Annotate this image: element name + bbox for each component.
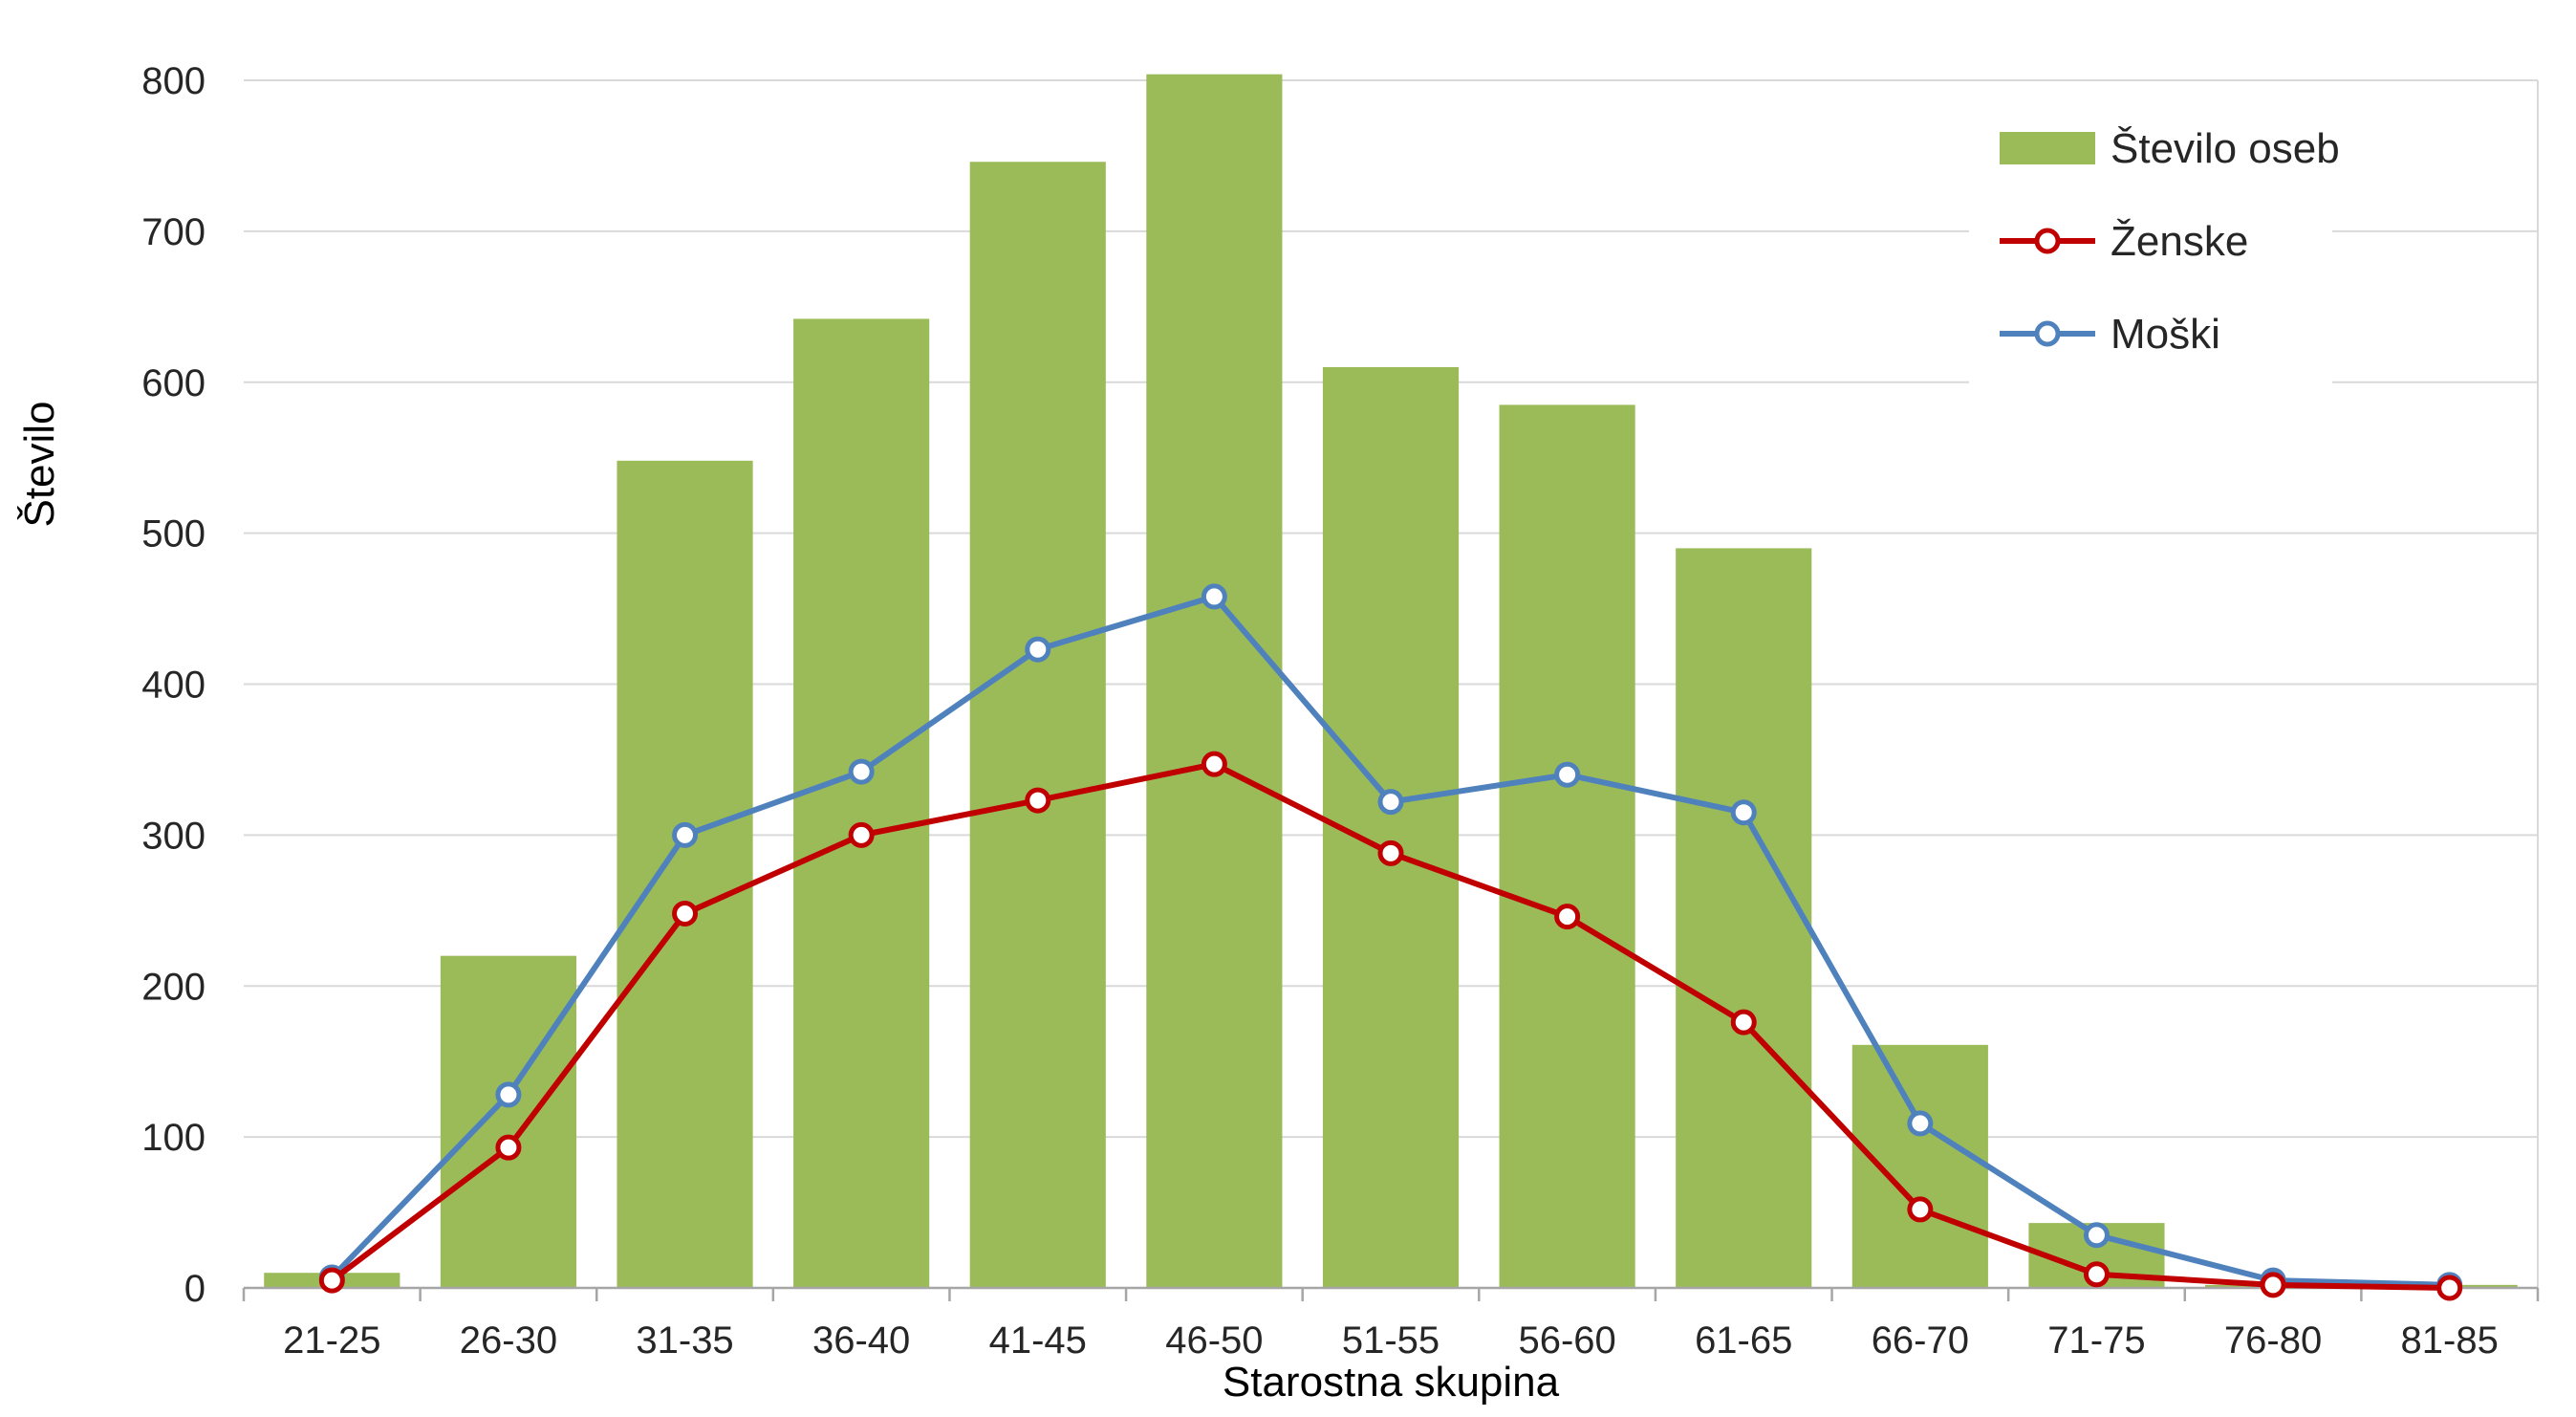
data-point: [495, 1134, 522, 1161]
bar: [793, 318, 930, 1288]
x-axis-title: Starostna skupina: [1223, 1359, 1560, 1406]
legend-label: Število oseb: [2111, 124, 2340, 172]
x-tick-labels: 21-25 26-30 31-35 36-40 41-45 46-50 51-55 56-60…: [283, 1319, 2499, 1362]
x-tick-label: 31-35: [636, 1319, 733, 1362]
x-tick-label: 46-50: [1165, 1319, 1263, 1362]
data-point: [2083, 1261, 2110, 1288]
y-tick-label: 400: [141, 665, 206, 707]
x-tick-label: 41-45: [989, 1319, 1087, 1362]
data-point: [2436, 1275, 2463, 1301]
legend: Število oseb Ženske Moški: [1969, 100, 2340, 387]
legend-swatch-marker: [2034, 228, 2061, 254]
data-point: [1730, 1009, 1757, 1036]
axes: [242, 1286, 2540, 1301]
bar: [1851, 1044, 1988, 1288]
y-axis-title: Število: [15, 401, 63, 527]
data-point: [848, 821, 875, 848]
data-point: [1554, 761, 1581, 788]
data-point: [1554, 904, 1581, 930]
bar: [969, 162, 1106, 1289]
legend-swatch-bar: [2000, 132, 2095, 164]
y-tick-label: 800: [141, 60, 206, 102]
data-point: [1377, 839, 1404, 866]
data-point: [1025, 787, 1051, 814]
bar: [1499, 404, 1635, 1288]
x-tick-label: 71-75: [2047, 1319, 2145, 1362]
legend-swatch-marker: [2034, 320, 2061, 347]
data-point: [672, 821, 699, 848]
data-point: [1201, 751, 1227, 777]
data-point: [1025, 636, 1051, 663]
data-point: [672, 900, 699, 926]
y-tick-label: 100: [141, 1117, 206, 1159]
bar-series: [264, 74, 2518, 1289]
y-tick-label: 600: [141, 362, 206, 404]
y-tick-label: 300: [141, 815, 206, 857]
data-point: [1201, 583, 1227, 610]
x-tick-label: 36-40: [812, 1319, 910, 1362]
x-tick-label: 76-80: [2224, 1319, 2322, 1362]
bar: [1676, 548, 1812, 1288]
data-point: [495, 1081, 522, 1108]
data-point: [318, 1267, 345, 1294]
data-point: [1377, 789, 1404, 816]
x-tick-label: 26-30: [460, 1319, 557, 1362]
bar: [617, 460, 753, 1289]
line-series: [318, 583, 2463, 1301]
x-tick-label: 56-60: [1518, 1319, 1615, 1362]
x-tick-label: 21-25: [283, 1319, 380, 1362]
data-point: [2260, 1272, 2286, 1298]
legend-label: Moški: [2111, 311, 2220, 358]
data-point: [1730, 799, 1757, 826]
y-tick-label: 700: [141, 211, 206, 253]
data-point: [2083, 1222, 2110, 1249]
x-tick-label: 51-55: [1342, 1319, 1440, 1362]
data-point: [1907, 1196, 1934, 1223]
bar: [440, 955, 576, 1288]
y-tick-label: 500: [141, 513, 206, 556]
y-tick-label: 200: [141, 966, 206, 1008]
y-tick-labels: 0 100 200 300 400 500 600 700 800: [141, 60, 206, 1310]
bar: [1146, 74, 1283, 1288]
x-tick-label: 81-85: [2401, 1319, 2499, 1362]
data-point: [848, 758, 875, 785]
y-tick-label: 0: [184, 1268, 206, 1310]
x-tick-label: 61-65: [1695, 1319, 1792, 1362]
legend-label: Ženske: [2111, 218, 2248, 265]
data-point: [1907, 1110, 1934, 1137]
x-tick-label: 66-70: [1872, 1319, 1969, 1362]
